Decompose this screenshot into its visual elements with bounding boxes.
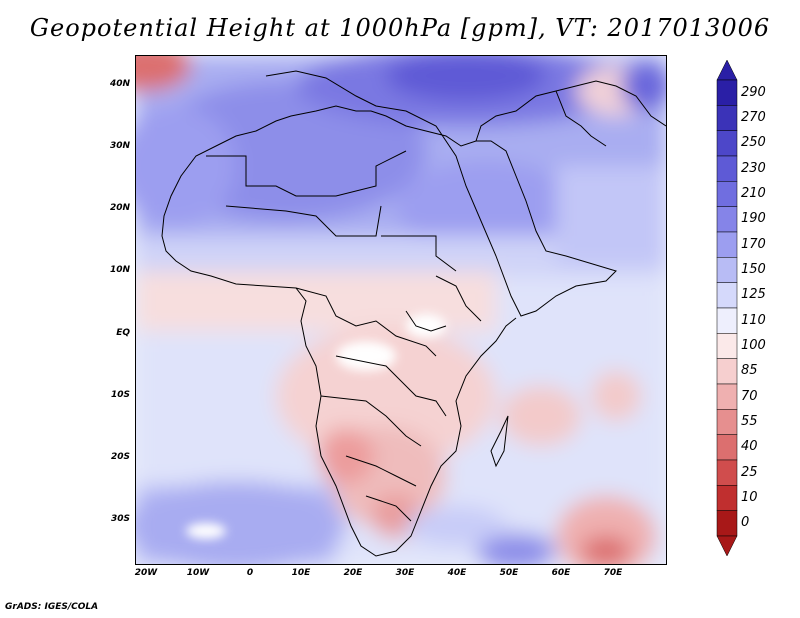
colorbar-label: 125 xyxy=(741,287,766,303)
lon-label: 10W xyxy=(186,568,210,578)
lon-label: 0 xyxy=(246,568,254,578)
lon-label: 30E xyxy=(395,568,415,578)
colorbar-swatches xyxy=(716,59,738,557)
colorbar-swatch xyxy=(716,459,738,486)
colorbar-swatch xyxy=(716,485,738,511)
colorbar-label: 190 xyxy=(741,211,766,227)
lon-label: 10E xyxy=(291,568,311,578)
colorbar-label: 210 xyxy=(741,186,766,201)
colorbar-label: 150 xyxy=(741,262,766,277)
lon-label: 40E xyxy=(447,568,467,578)
lon-label: 50E xyxy=(499,568,519,578)
lat-label: 30S xyxy=(110,514,130,524)
colorbar-label: 170 xyxy=(741,236,766,252)
colorbar-swatch xyxy=(716,105,738,131)
coastlines xyxy=(161,70,666,557)
colorbar-swatch xyxy=(716,409,738,435)
lon-label: 20W xyxy=(134,568,158,578)
colorbar: 290 270 250 230 210 190 170 150 125 110 100 85 70 55 4… xyxy=(715,58,795,558)
field-shading xyxy=(136,56,666,564)
lat-label: 10S xyxy=(110,390,130,400)
credit-text: GrADS: IGES/COLA xyxy=(5,602,99,612)
colorbar-swatch xyxy=(716,231,738,258)
colorbar-swatch xyxy=(716,282,738,309)
lat-label: 20S xyxy=(110,452,130,462)
colorbar-swatch xyxy=(716,257,738,283)
colorbar-swatch xyxy=(716,155,738,182)
colorbar-label: 25 xyxy=(741,464,758,480)
colorbar-label: 40 xyxy=(741,439,758,455)
colorbar-swatch xyxy=(716,79,738,106)
geopotential-map xyxy=(136,56,666,564)
lon-label: 20E xyxy=(343,568,363,578)
colorbar-cap-top xyxy=(716,59,738,81)
colorbar-swatch xyxy=(716,181,738,207)
colorbar-label: 10 xyxy=(741,490,758,505)
lat-label: EQ xyxy=(116,328,130,338)
colorbar-swatch xyxy=(716,510,738,537)
colorbar-swatch xyxy=(716,307,738,334)
chart-title: Geopotential Height at 1000hPa [gpm], VT… xyxy=(29,14,771,42)
map-panel[interactable] xyxy=(135,55,667,565)
colorbar-label: 230 xyxy=(741,160,766,176)
lat-label: 30N xyxy=(109,141,130,151)
lat-label: 40N xyxy=(109,79,130,89)
colorbar-swatch xyxy=(716,434,738,461)
colorbar-label: 55 xyxy=(741,414,758,429)
lon-label: 70E xyxy=(603,568,623,578)
lat-label: 20N xyxy=(109,203,130,213)
colorbar-label: 290 xyxy=(741,84,766,100)
colorbar-swatch xyxy=(716,358,738,385)
colorbar-label: 270 xyxy=(741,110,766,125)
colorbar-swatch xyxy=(716,383,738,410)
colorbar-label: 110 xyxy=(741,312,766,328)
colorbar-label: 70 xyxy=(741,388,758,404)
lat-label: 10N xyxy=(109,265,130,275)
colorbar-label: 0 xyxy=(741,515,750,531)
colorbar-label: 100 xyxy=(741,338,766,353)
lon-label: 60E xyxy=(551,568,571,578)
colorbar-swatch xyxy=(716,333,738,359)
colorbar-label: 250 xyxy=(741,135,766,151)
colorbar-swatch xyxy=(716,206,738,233)
colorbar-cap-bottom xyxy=(716,535,738,557)
colorbar-label: 85 xyxy=(741,363,758,379)
colorbar-swatch xyxy=(716,130,738,157)
